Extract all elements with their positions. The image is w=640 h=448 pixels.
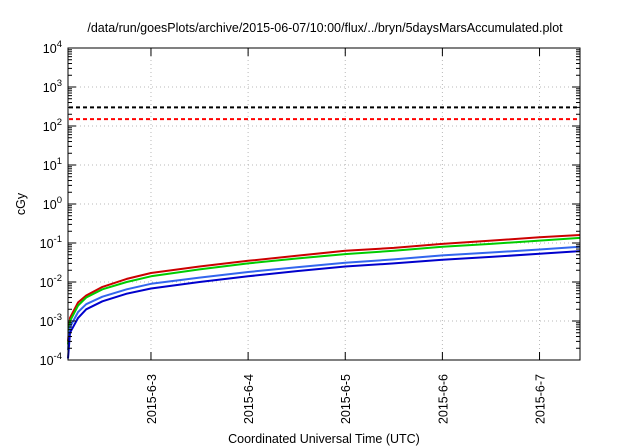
x-tick-label: 2015-6-4: [242, 374, 256, 424]
y-axis-label: cGy: [14, 192, 28, 215]
x-tick-label: 2015-6-3: [145, 374, 159, 424]
y-tick-label: 10-2: [40, 273, 62, 290]
series-lines: [67, 234, 581, 359]
x-tick-label: 2015-6-5: [339, 374, 353, 424]
x-tick-labels: 2015-6-3 2015-6-4 2015-6-5 2015-6-6 2015-6-7: [145, 374, 548, 424]
y-tick-label: 101: [43, 156, 62, 173]
series-line: [67, 234, 581, 342]
series-line: [67, 236, 581, 345]
y-tick-label: 103: [43, 78, 62, 95]
reference-lines: [69, 106, 579, 121]
axis-ticks: [68, 47, 580, 361]
y-tick-label: 10-1: [40, 234, 62, 251]
y-tick-label: 104: [43, 39, 62, 56]
x-tick-label: 2015-6-7: [534, 374, 548, 424]
y-tick-label: 10-3: [40, 312, 62, 329]
y-tick-labels: 10-4 10-3 10-2 10-1 100 101 102 103 104: [40, 39, 62, 368]
x-axis-label: Coordinated Universal Time (UTC): [228, 432, 420, 446]
chart-title: /data/run/goesPlots/archive/2015-06-07/1…: [87, 21, 563, 35]
y-tick-label: 10-4: [40, 351, 62, 368]
series-line: [67, 250, 581, 359]
y-tick-label: 102: [43, 117, 62, 134]
series-line: [67, 245, 581, 351]
y-tick-label: 100: [43, 195, 62, 212]
x-tick-label: 2015-6-6: [436, 374, 450, 424]
